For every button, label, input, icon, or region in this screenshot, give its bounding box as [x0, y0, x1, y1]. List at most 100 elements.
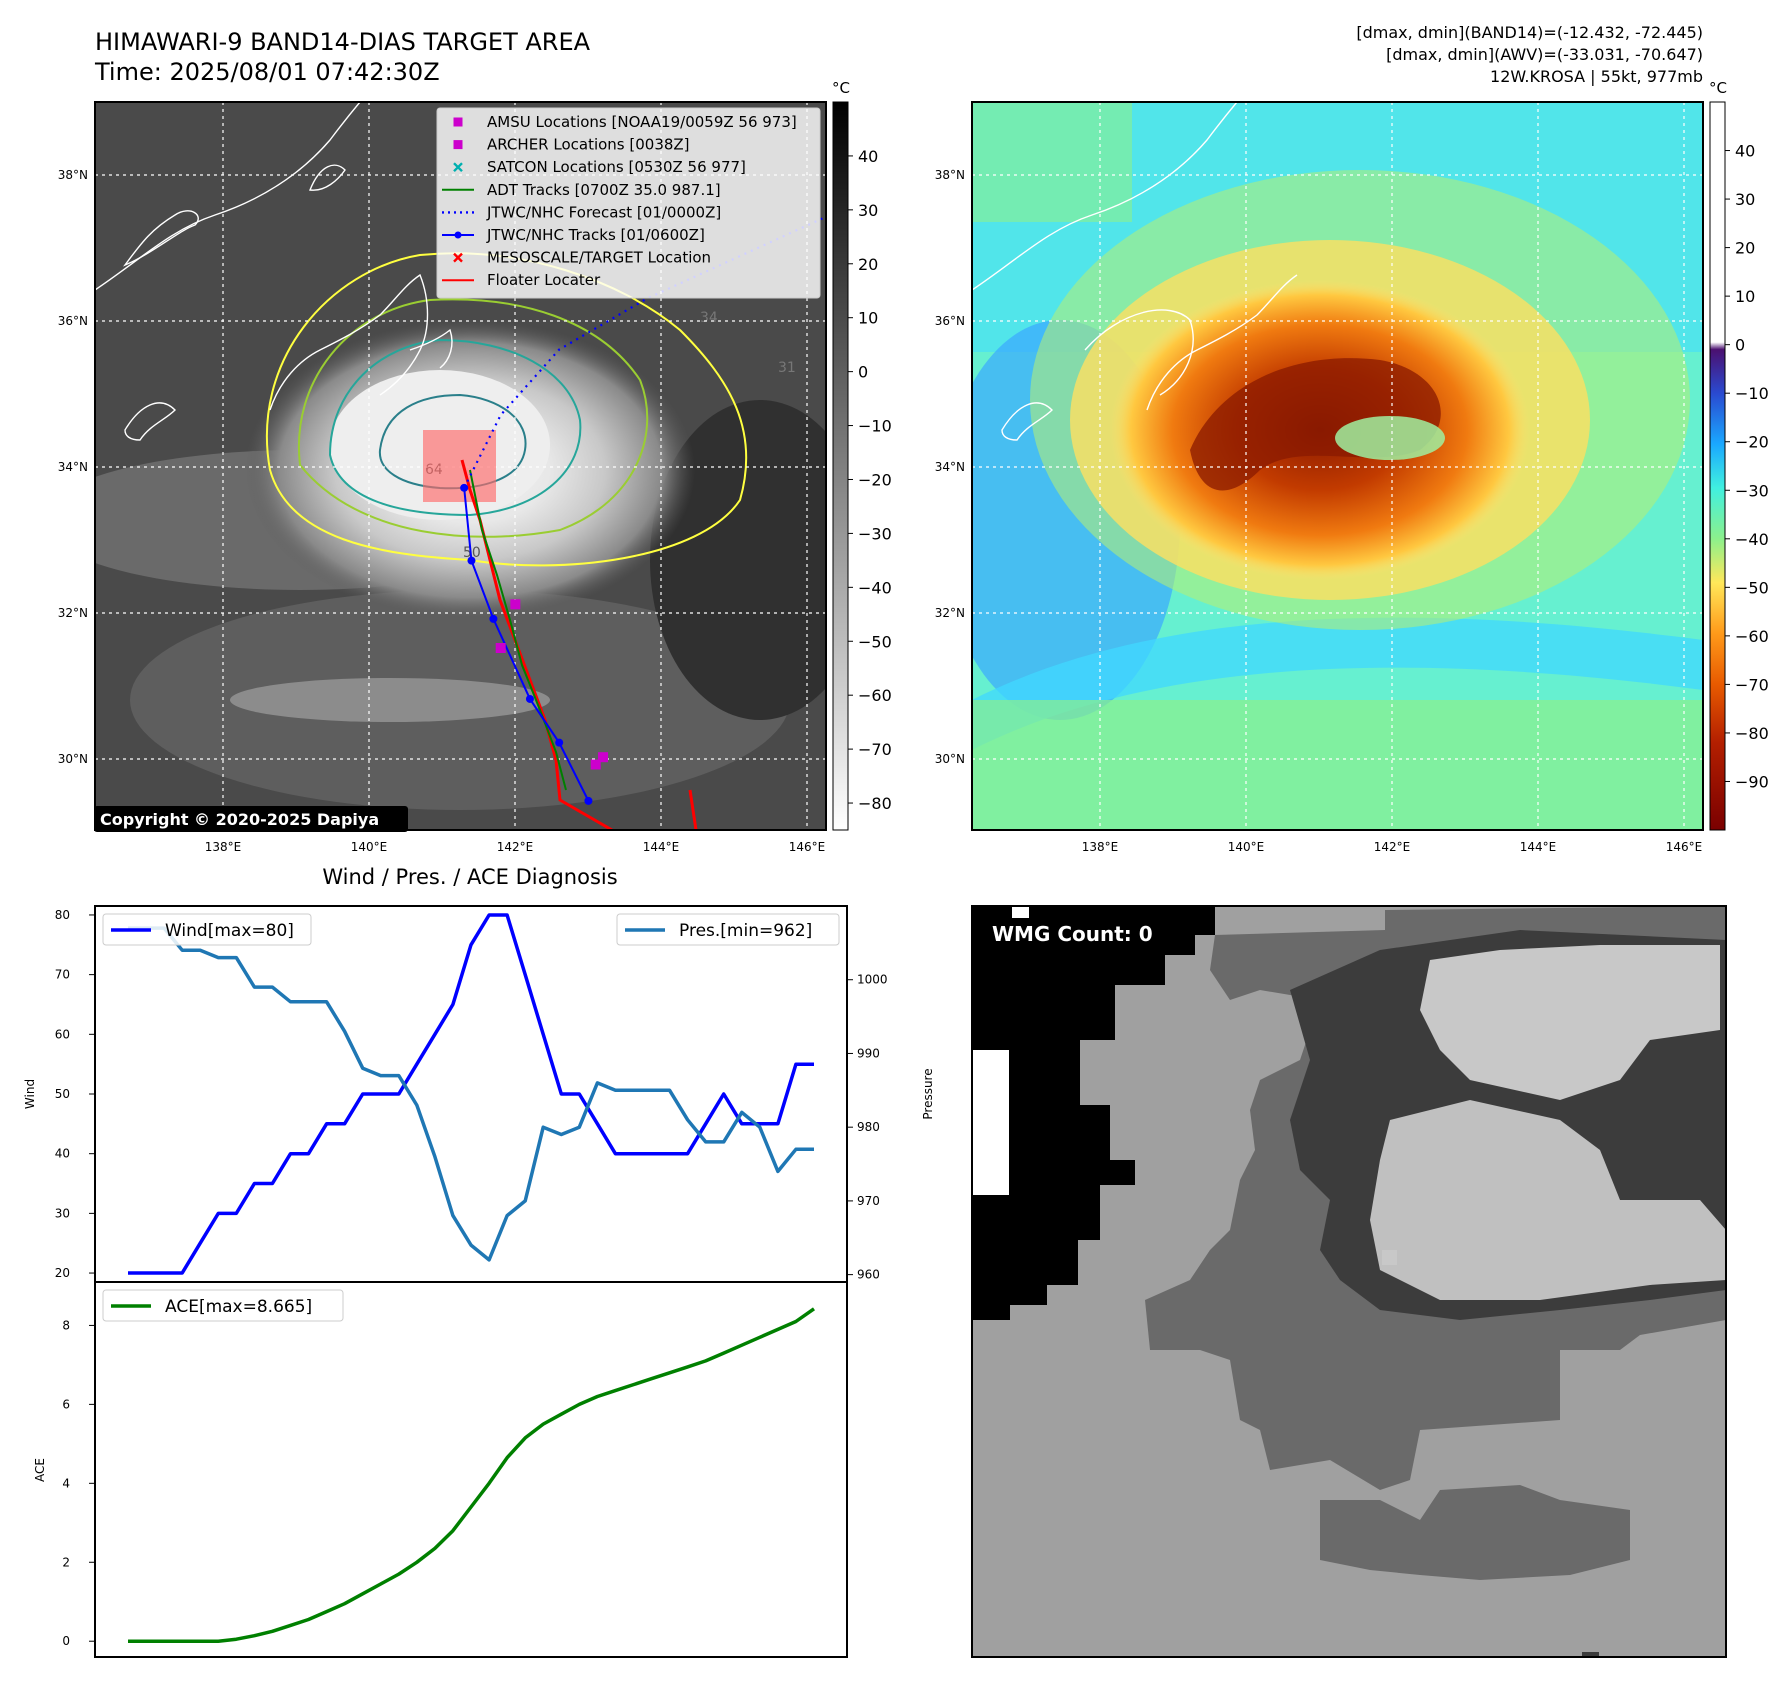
copyright-text: Copyright © 2020-2025 Dapiya [100, 810, 379, 829]
jtwc-track-point [467, 556, 476, 565]
lon-tick-label: 138°E [205, 840, 242, 854]
lon-tick-label: 142°E [1374, 840, 1411, 854]
coastline-honshu [269, 273, 429, 411]
adt-track [469, 469, 567, 791]
pressure-legend: Pres.[min=962] [616, 913, 840, 946]
jtwc-track-point [489, 614, 498, 623]
ace-tick-label: 2 [62, 1555, 70, 1569]
colorbar-tick-label: −10 [1735, 384, 1769, 403]
ir-lat-ticks: 38°N 36°N 34°N 32°N 30°N [58, 168, 88, 766]
ace-tick-label: 6 [62, 1397, 70, 1411]
lon-tick-label: 146°E [789, 840, 826, 854]
legend-entry: AMSU Locations [NOAA19/0059Z 56 973] [453, 113, 797, 131]
jtwc-track-point [555, 738, 564, 747]
colorbar-tick-label: −50 [1735, 578, 1769, 597]
wind-tick-label: 30 [55, 1206, 70, 1220]
archer-locations [495, 599, 609, 770]
wind-tick-label: 50 [55, 1087, 70, 1101]
legend-label: MESOSCALE/TARGET Location [487, 249, 711, 267]
awv-colorbar: °C 40 30 20 10 0 −10 −20 −30 −40 −50 −60 −70 −80 −90 [1709, 79, 1769, 831]
pressure-tick-label: 960 [857, 1268, 880, 1282]
legend-swatch [453, 252, 463, 263]
wmg-light-region-north [1420, 945, 1720, 1100]
legend-swatch [453, 140, 463, 150]
wmg-count-label: WMG Count: 0 [992, 922, 1153, 946]
wmg-black-region [972, 906, 1215, 1320]
pressure-series-line [128, 926, 814, 1262]
colorbar-tick-label: −30 [1735, 481, 1769, 500]
awv-lat-ticks: 38°N 36°N 34°N 32°N 30°N [935, 168, 965, 766]
awv-colorbar-unit: °C [1709, 79, 1727, 97]
awv-map-panel: 138°E 140°E 142°E 144°E 146°E 38°N 36°N … [935, 101, 1704, 854]
jtwc-track [463, 487, 590, 802]
pressure-axis-ticks: 960 970 980 990 1000 [847, 973, 888, 1282]
contour-yellow [265, 252, 748, 567]
wmg-frame [971, 905, 1727, 1658]
ace-axis-label: ACE [33, 1458, 47, 1482]
wind-legend-label: Wind[max=80] [165, 921, 294, 941]
jtwc-track-point [584, 796, 593, 805]
colorbar-tick-label: −70 [1735, 675, 1769, 694]
contour-label-34: 34 [700, 310, 718, 326]
colorbar-tick-label: −50 [858, 632, 892, 651]
lon-tick-label: 142°E [497, 840, 534, 854]
lat-tick-label: 30°N [935, 752, 965, 766]
ir-lon-ticks: 138°E 140°E 142°E 144°E 146°E [205, 840, 826, 854]
wind-legend: Wind[max=80] [102, 913, 312, 946]
jtwc-track-point [525, 694, 534, 703]
legend-label: ARCHER Locations [0038Z] [487, 136, 690, 154]
diagnosis-title: Wind / Pres. / ACE Diagnosis [322, 865, 617, 889]
contour-label-31: 31 [778, 360, 796, 376]
info-awv: [dmax, dmin](AWV)=(-33.031, -70.647) [1386, 45, 1703, 64]
lon-tick-label: 144°E [1520, 840, 1557, 854]
lat-tick-label: 38°N [58, 168, 88, 182]
legend-entry: SATCON Locations [0530Z 56 977] [453, 158, 746, 176]
colorbar-tick-label: −30 [858, 524, 892, 543]
ace-legend-label: ACE[max=8.665] [165, 1297, 312, 1317]
legend-entry: MESOSCALE/TARGET Location [453, 249, 711, 267]
legend-label: Floater Locater [487, 271, 601, 289]
colorbar-tick-label: −80 [858, 794, 892, 813]
archer-location-marker [590, 759, 601, 770]
pressure-tick-label: 990 [857, 1046, 880, 1060]
awv-map-frame [971, 101, 1704, 831]
awv-gridlines [972, 102, 1703, 830]
colorbar-tick-label: 20 [1735, 239, 1755, 258]
wmg-panel: WMG Count: 0 [971, 905, 1727, 1658]
diagnosis-panel: Wind / Pres. / ACE Diagnosis 20304050607… [23, 865, 935, 1658]
legend-entry: JTWC/NHC Forecast [01/0000Z] [442, 203, 721, 221]
ir-map-panel: 64 50 31 34 [58, 101, 827, 854]
colorbar-tick-label: −20 [1735, 433, 1769, 452]
wind-axis-ticks: 20 30 40 50 60 70 80 [55, 908, 95, 1280]
colorbar-tick-label: −90 [1735, 772, 1769, 791]
lat-tick-label: 32°N [935, 606, 965, 620]
ace-axis-ticks: 0 2 4 6 8 [62, 1318, 95, 1648]
lon-tick-label: 140°E [1228, 840, 1265, 854]
wind-tick-label: 70 [55, 968, 70, 982]
colorbar-tick-label: 0 [1735, 336, 1745, 355]
ace-tick-label: 0 [62, 1634, 70, 1648]
legend-label: SATCON Locations [0530Z 56 977] [487, 158, 746, 176]
lon-tick-label: 144°E [643, 840, 680, 854]
figure-title: HIMAWARI-9 BAND14-DIAS TARGET AREA [95, 28, 591, 56]
figure-time: Time: 2025/08/01 07:42:30Z [94, 58, 440, 86]
lat-tick-label: 36°N [935, 314, 965, 328]
lat-tick-label: 38°N [935, 168, 965, 182]
wind-tick-label: 60 [55, 1027, 70, 1041]
contour-green [297, 298, 649, 538]
lon-tick-label: 146°E [1666, 840, 1703, 854]
colorbar-tick-label: −80 [1735, 724, 1769, 743]
ir-colorbar-unit: °C [832, 79, 850, 97]
archer-location-marker [598, 752, 609, 763]
info-band14: [dmax, dmin](BAND14)=(-12.432, -72.445) [1356, 23, 1703, 42]
wmg-light-region-south [1370, 1100, 1726, 1300]
copyright-box [94, 806, 408, 832]
colorbar-tick-label: −70 [858, 740, 892, 759]
pressure-axis-label: Pressure [921, 1068, 935, 1119]
wind-axis-label: Wind [23, 1079, 37, 1109]
colorbar-tick-label: 40 [1735, 142, 1755, 161]
lat-tick-label: 30°N [58, 752, 88, 766]
colorbar-tick-label: −20 [858, 470, 892, 489]
legend-entry: ARCHER Locations [0038Z] [453, 136, 690, 154]
colorbar-tick-label: 20 [858, 255, 878, 274]
